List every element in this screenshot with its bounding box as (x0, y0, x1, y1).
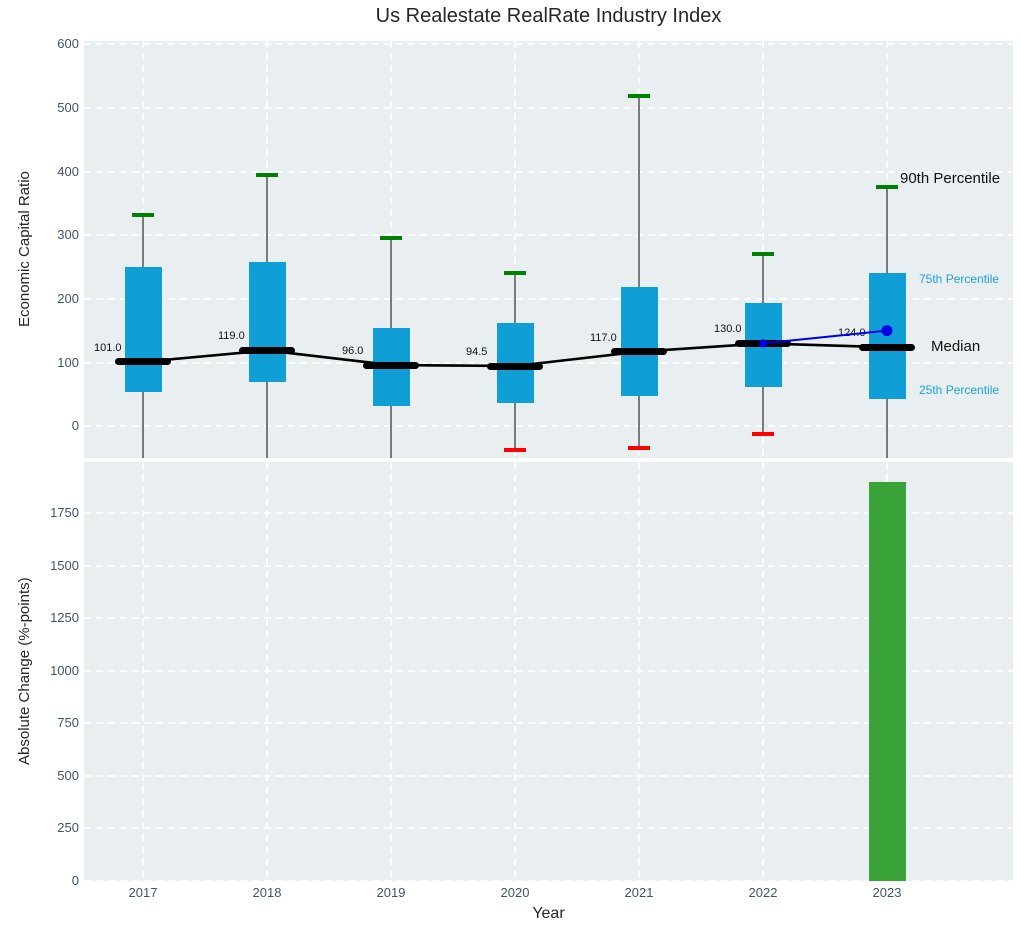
y-axis-tick-label: 250 (0, 820, 79, 836)
y-axis-tick-label: 0 (0, 873, 79, 889)
median-marker (735, 340, 791, 347)
gridline-horizontal (84, 171, 1013, 173)
whisker-cap-90th-icon (876, 185, 898, 189)
bar-panel (84, 462, 1013, 881)
x-axis-tick-label: 2022 (733, 885, 793, 901)
y-axis-tick-label: 200 (0, 291, 79, 307)
box-iqr (869, 273, 906, 399)
median-value-label: 130.0 (714, 323, 742, 335)
gridline-horizontal (84, 425, 1013, 427)
median-marker (239, 347, 295, 354)
y-axis-tick-label: 600 (0, 36, 79, 52)
x-axis-tick-label: 2021 (609, 885, 669, 901)
median-value-label: 119.0 (218, 330, 245, 342)
whisker-cap-90th-icon (380, 236, 402, 240)
whisker-cap-10th-icon (752, 432, 774, 436)
gridline-horizontal (84, 234, 1013, 236)
percentile-annotation: Median (931, 338, 980, 355)
median-marker (487, 363, 543, 370)
whisker-cap-90th-icon (504, 271, 526, 275)
x-axis-tick-label: 2020 (485, 885, 545, 901)
median-marker (363, 362, 419, 369)
gridline-vertical (638, 462, 640, 881)
y-axis-tick-label: 500 (0, 100, 79, 116)
y-axis-tick-label: 750 (0, 715, 79, 731)
box-iqr (249, 262, 286, 382)
y-axis-tick-label: 500 (0, 768, 79, 784)
median-value-label: 101.0 (94, 342, 122, 354)
box-iqr (125, 267, 162, 392)
y-axis-tick-label: 0 (0, 418, 79, 434)
x-axis-tick-label: 2019 (361, 885, 421, 901)
y-axis-tick-label: 300 (0, 227, 79, 243)
median-value-label: 94.5 (466, 346, 487, 358)
whisker-cap-10th-icon (504, 448, 526, 452)
absolute-change-bar (869, 482, 906, 881)
box-iqr (621, 287, 658, 396)
chart-title: Us Realestate RealRate Industry Index (84, 5, 1013, 28)
whisker-cap-90th-icon (628, 94, 650, 98)
x-axis-tick-label: 2018 (237, 885, 297, 901)
y-axis-tick-label: 1250 (0, 610, 79, 626)
percentile-annotation: 25th Percentile (919, 383, 999, 397)
y-axis-tick-label: 1000 (0, 663, 79, 679)
figure-root: { "title": "Us Realestate RealRate Indus… (0, 0, 1021, 940)
median-value-label: 117.0 (590, 332, 617, 344)
y-axis-tick-label: 1750 (0, 505, 79, 521)
gridline-horizontal (84, 43, 1013, 45)
whisker-cap-10th-icon (628, 446, 650, 450)
median-value-label: 96.0 (342, 345, 363, 357)
median-marker (859, 344, 915, 351)
percentile-annotation: 75th Percentile (919, 272, 999, 286)
x-axis-tick-label: 2017 (113, 885, 173, 901)
median-marker (115, 358, 171, 365)
percentile-annotation: 90th Percentile (900, 170, 1000, 187)
median-marker (611, 348, 667, 355)
box-plot-panel (84, 41, 1013, 458)
x-axis-tick-label: 2023 (857, 885, 917, 901)
y-axis-tick-label: 400 (0, 164, 79, 180)
x-axis-label: Year (84, 905, 1013, 923)
gridline-vertical (390, 462, 392, 881)
whisker-cap-90th-icon (752, 252, 774, 256)
gridline-vertical (266, 462, 268, 881)
y-axis-tick-label: 1500 (0, 558, 79, 574)
whisker-cap-90th-icon (256, 173, 278, 177)
gridline-vertical (762, 462, 764, 881)
gridline-vertical (514, 462, 516, 881)
y-axis-tick-label: 100 (0, 355, 79, 371)
gridline-horizontal (84, 107, 1013, 109)
median-value-label: 124.0 (838, 327, 866, 339)
whisker-cap-90th-icon (132, 213, 154, 217)
gridline-vertical (142, 462, 144, 881)
